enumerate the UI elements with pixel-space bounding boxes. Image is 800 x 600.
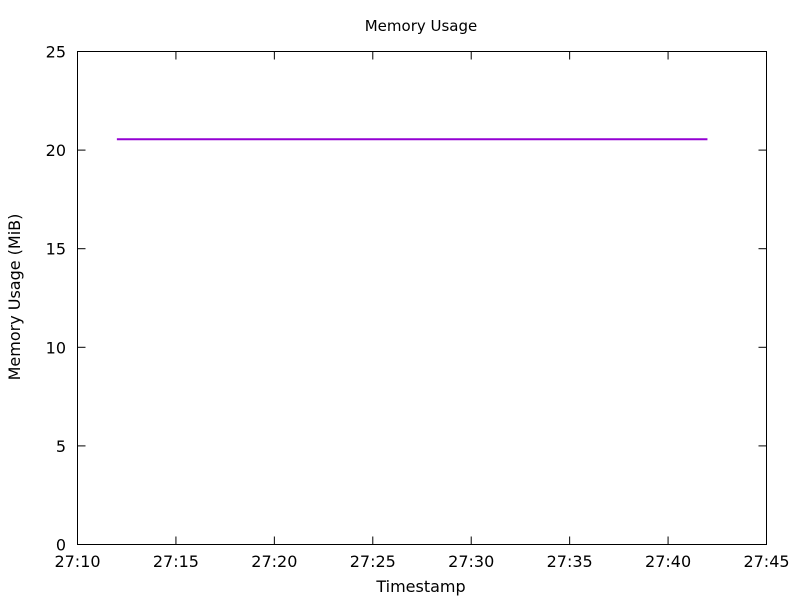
y-tick-label: 10 bbox=[46, 338, 66, 357]
plot-frame bbox=[77, 51, 767, 545]
y-tick-label: 20 bbox=[46, 141, 66, 160]
y-tick-label: 15 bbox=[46, 240, 66, 259]
x-tick-label: 27:25 bbox=[350, 552, 396, 571]
x-tick-label: 27:40 bbox=[645, 552, 691, 571]
y-tick-label: 5 bbox=[56, 437, 66, 456]
chart-title: Memory Usage bbox=[365, 17, 478, 35]
x-tick-label: 27:10 bbox=[54, 552, 100, 571]
y-tick-label: 25 bbox=[46, 43, 66, 62]
x-tick-label: 27:35 bbox=[547, 552, 593, 571]
x-tick-label: 27:15 bbox=[153, 552, 199, 571]
x-tick-label: 27:20 bbox=[251, 552, 297, 571]
x-tick-label: 27:30 bbox=[448, 552, 494, 571]
axis-ticks: 27:10 27:15 27:20 27:25 27:30 27:35 27:40 27:45… bbox=[46, 43, 790, 572]
y-tick-label: 0 bbox=[56, 536, 66, 555]
x-tick-label: 27:45 bbox=[743, 552, 789, 571]
y-axis-label: Memory Usage (MiB) bbox=[5, 214, 24, 381]
x-axis-label: Timestamp bbox=[375, 577, 465, 596]
